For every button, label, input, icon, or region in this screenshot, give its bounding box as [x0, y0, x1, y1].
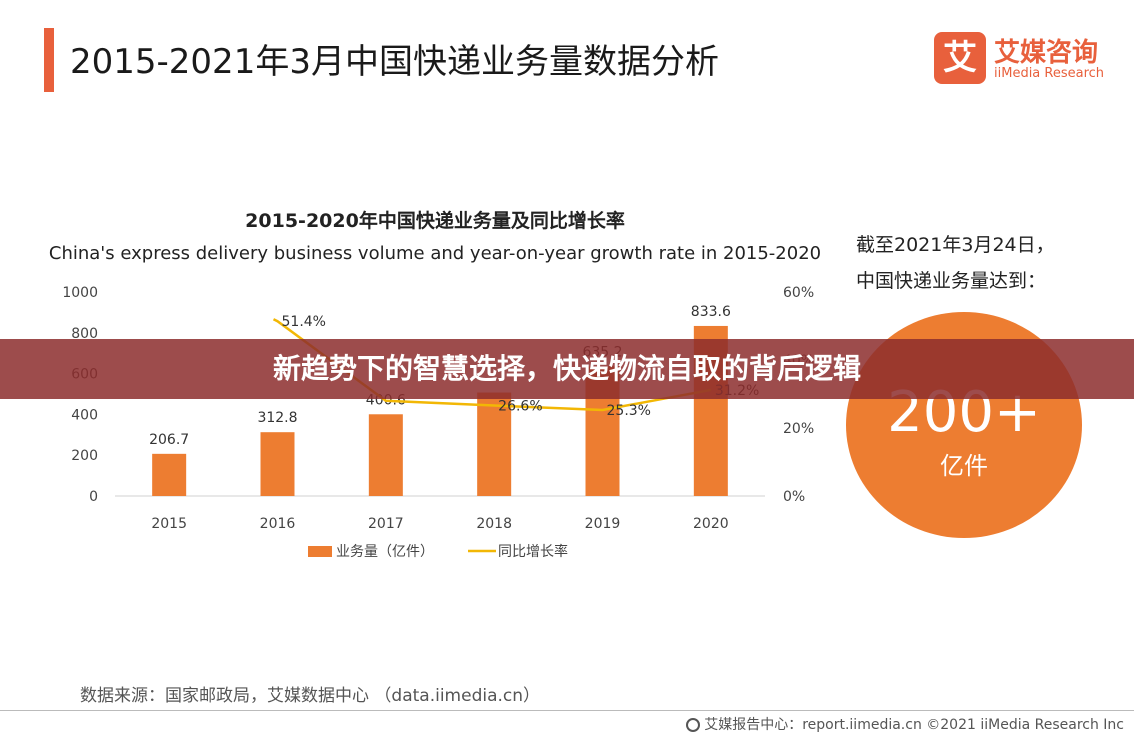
page-title: 2015-2021年3月中国快递业务量数据分析: [70, 42, 719, 82]
y-left-tick-label: 400: [71, 407, 98, 423]
y-left-tick-label: 800: [71, 326, 98, 342]
legend-line-label: 同比增长率: [498, 543, 568, 560]
x-tick-label: 2016: [260, 516, 296, 532]
footer: 艾媒报告中心：report.iimedia.cn ©2021 iiMedia R…: [686, 714, 1124, 734]
x-tick-label: 2015: [151, 516, 187, 532]
overlay-banner: 新趋势下的智慧选择，快递物流自取的背后逻辑: [0, 339, 1134, 399]
legend-bar-swatch: [308, 546, 332, 557]
y-right-tick-label: 0%: [783, 489, 805, 505]
growth-value-label: 51.4%: [282, 314, 326, 330]
data-source: 数据来源：国家邮政局，艾媒数据中心 （data.iimedia.cn）: [80, 686, 541, 706]
brand-logo: 艾 艾媒咨询 iiMedia Research: [934, 32, 1114, 84]
chart-title: 2015-2020年中国快递业务量及同比增长率: [245, 210, 625, 232]
bar-2017: [368, 414, 403, 496]
bar-value-label: 206.7: [149, 432, 189, 448]
growth-value-label: 25.3%: [607, 403, 651, 419]
footer-text: 艾媒报告中心：report.iimedia.cn ©2021 iiMedia R…: [704, 717, 1124, 733]
bar-2015: [152, 453, 187, 496]
bar-value-label: 312.8: [257, 410, 297, 426]
y-left-tick-label: 200: [71, 448, 98, 464]
x-tick-label: 2020: [693, 516, 729, 532]
legend-bar-label: 业务量（亿件）: [336, 544, 434, 560]
chart-subtitle: China's express delivery business volume…: [48, 243, 822, 264]
bar-2018: [477, 392, 512, 496]
footer-divider: [0, 710, 1134, 711]
y-left-tick-label: 1000: [62, 285, 98, 301]
x-tick-label: 2017: [368, 516, 404, 532]
bar-2016: [260, 432, 295, 496]
logo-en-name: iiMedia Research: [994, 66, 1105, 81]
y-left-tick-label: 0: [89, 489, 98, 505]
growth-line: [272, 318, 712, 412]
title-accent-bar: [44, 28, 54, 92]
globe-icon: [686, 718, 701, 732]
bar-value-label: 833.6: [691, 304, 731, 320]
growth-value-label: 26.6%: [498, 399, 542, 415]
highlight-unit: 亿件: [940, 452, 988, 480]
logo-cn-name: 艾媒咨询: [994, 38, 1099, 68]
x-tick-label: 2019: [585, 516, 621, 532]
y-right-tick-label: 20%: [783, 421, 814, 437]
x-tick-label: 2018: [476, 516, 512, 532]
side-note-line2: 中国快递业务量达到：: [856, 270, 1047, 292]
y-right-tick-label: 60%: [783, 285, 814, 301]
side-note-line1: 截至2021年3月24日，: [856, 234, 1055, 256]
combo-chart: 020040060080010000%20%40%60%206.72015312…: [62, 285, 814, 560]
logo-mark: 艾: [934, 32, 986, 84]
